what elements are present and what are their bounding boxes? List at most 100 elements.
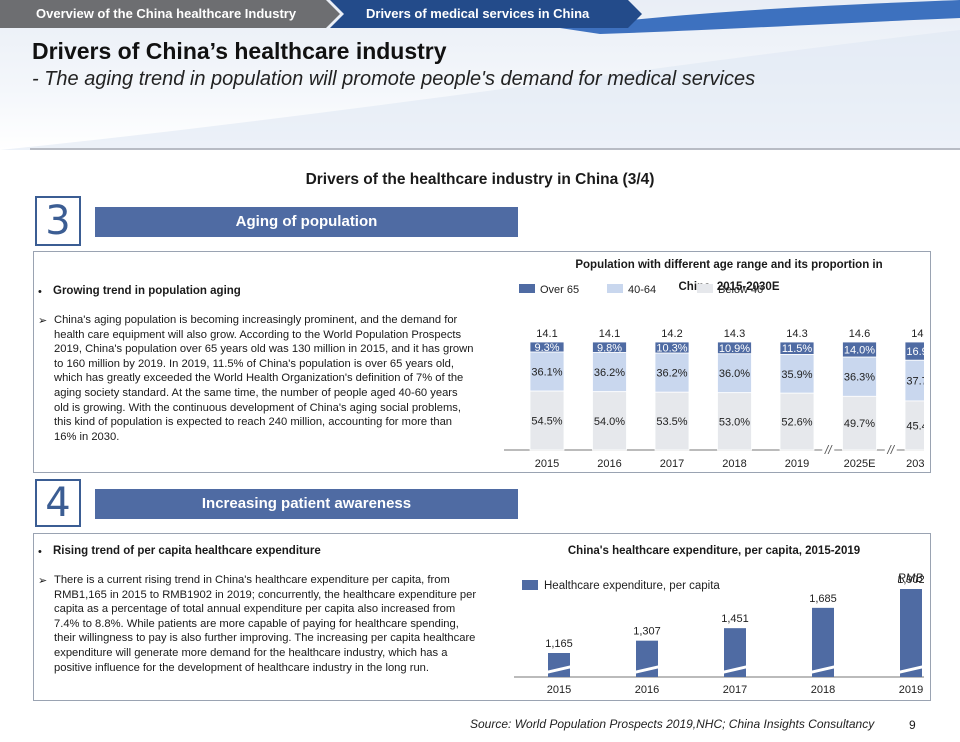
population-bar-40-64 [529, 351, 565, 392]
bullet-heading-aging: Growing trend in population aging [53, 285, 241, 297]
section-number-4: 4 [35, 479, 81, 527]
population-value-label-over-65: 9.3% [534, 342, 559, 354]
section-title: Drivers of the healthcare industry in Ch… [305, 171, 655, 188]
population-total-label: 14.6 [849, 328, 870, 340]
population-value-label-40-64: 37.7% [906, 376, 924, 388]
population-bar-below-40 [904, 400, 924, 451]
population-total-label: 14.1 [536, 328, 557, 340]
legend-label-below-40: Below 40 [718, 284, 763, 296]
bullet-heading-expenditure: Rising trend of per capita healthcare ex… [53, 545, 321, 557]
population-bar-below-40 [779, 392, 815, 451]
axis-break-mark: // [824, 443, 833, 457]
page-title: Drivers of China’s healthcare industry [32, 38, 447, 64]
panel-aging: • Growing trend in population aging ➢ Ch… [33, 251, 931, 473]
expenditure-axis-break [546, 665, 572, 674]
axis-break-mark: // [886, 443, 895, 457]
expenditure-chart: Healthcare expenditure, per capita RMB 1,1… [514, 573, 924, 696]
population-category-label: 2025E [844, 458, 876, 470]
expenditure-chart-title: China's healthcare expenditure, per capi… [567, 545, 861, 557]
population-bar-40-64 [717, 353, 752, 394]
axis-break-gap [822, 444, 835, 456]
legend-label-expenditure: Healthcare expenditure, per capita [544, 580, 720, 592]
expenditure-category-label: 2018 [811, 684, 835, 696]
population-bar-40-64 [779, 354, 815, 394]
population-category-label: 2030E [906, 458, 924, 470]
banner-patient-awareness: Increasing patient awareness [95, 489, 518, 519]
population-value-label-over-65: 14.0% [844, 345, 875, 357]
population-value-label-below-40: 54.0% [594, 416, 625, 428]
arrow-bullet-icon: ➢ [38, 575, 48, 587]
expenditure-category-label: 2019 [899, 684, 923, 696]
expenditure-category-label: 2015 [547, 684, 571, 696]
expenditure-bar [548, 653, 570, 677]
axis-break-gap [884, 444, 897, 456]
population-bar-below-40 [654, 391, 690, 451]
population-bar-below-40 [842, 395, 877, 451]
population-value-label-below-40: 53.0% [719, 416, 750, 428]
bullet-dot: • [38, 546, 42, 558]
unit-label: RMB [897, 573, 923, 585]
legend-swatch-expenditure [522, 580, 538, 590]
expenditure-bar [812, 607, 834, 677]
population-bar-40-64 [592, 352, 627, 393]
population-total-label: 14.3 [786, 328, 807, 340]
population-bar-40-64 [842, 356, 877, 397]
expenditure-bar [724, 628, 746, 677]
population-value-label-below-40: 52.6% [781, 417, 812, 429]
population-value-label-below-40: 45.4% [906, 420, 924, 432]
legend-label-over-65: Over 65 [540, 284, 579, 296]
population-chart-title-1: Population with different age range and … [575, 259, 883, 271]
page-number: 9 [909, 718, 916, 732]
population-value-label-below-40: 53.5% [656, 416, 687, 428]
population-value-label-below-40: 54.5% [531, 416, 562, 428]
population-total-label: 14.6 [911, 328, 924, 340]
section-number-3: 3 [35, 196, 81, 246]
population-category-label: 2015 [535, 458, 559, 470]
population-value-label-below-40: 49.7% [844, 418, 875, 430]
legend-swatch-over-65 [519, 284, 535, 293]
header-divider [30, 148, 960, 150]
population-value-label-over-65: 11.5% [782, 343, 813, 355]
expenditure-axis-break [898, 665, 924, 674]
expenditure-axis-break [722, 665, 748, 674]
expenditure-axis-break [810, 665, 836, 674]
population-category-label: 2016 [597, 458, 621, 470]
population-value-label-40-64: 36.0% [719, 368, 750, 380]
population-total-label: 14.2 [661, 328, 682, 340]
expenditure-category-label: 2016 [635, 684, 659, 696]
population-category-label: 2019 [785, 458, 809, 470]
population-bar-below-40 [529, 390, 565, 451]
population-value-label-over-65: 16.9% [906, 346, 924, 358]
panel-awareness: • Rising trend of per capita healthcare … [33, 533, 931, 701]
arrow-bullet-icon: ➢ [38, 315, 48, 327]
population-bar-40-64 [654, 352, 690, 393]
expenditure-value-label: 1,685 [809, 593, 837, 605]
population-value-label-over-65: 10.3% [656, 343, 687, 355]
population-value-label-over-65: 10.9% [719, 343, 750, 355]
population-chart: Over 65 40-64 Below 40 14.1 9.3% 36.1% 54.5% 20… [504, 284, 924, 470]
banner-aging-of-population: Aging of population [95, 207, 518, 237]
population-total-label: 14.1 [599, 328, 620, 340]
population-value-label-40-64: 36.2% [594, 367, 625, 379]
expenditure-value-label: 1,902 [897, 574, 924, 586]
page-subtitle: - The aging trend in population will pro… [32, 68, 756, 90]
population-value-label-40-64: 35.9% [781, 369, 812, 381]
legend-swatch-below-40 [697, 284, 713, 293]
legend-swatch-40-64 [607, 284, 623, 293]
source-note: Source: World Population Prospects 2019,… [470, 717, 875, 731]
expenditure-value-label: 1,451 [721, 613, 749, 625]
population-value-label-40-64: 36.1% [531, 367, 562, 379]
breadcrumb-drivers[interactable]: Drivers of medical services in China [330, 0, 642, 28]
header-swoosh [0, 0, 960, 150]
expenditure-body-text: There is a current rising trend in China… [54, 574, 477, 674]
breadcrumb-overview[interactable]: Overview of the China healthcare Industr… [0, 0, 340, 28]
population-category-label: 2018 [722, 458, 746, 470]
population-value-label-over-65: 9.8% [597, 342, 622, 354]
population-bar-below-40 [717, 392, 752, 451]
population-value-label-40-64: 36.3% [844, 372, 875, 384]
expenditure-value-label: 1,307 [633, 626, 661, 638]
population-category-label: 2017 [660, 458, 684, 470]
expenditure-value-label: 1,165 [545, 638, 573, 650]
bullet-dot: • [38, 286, 42, 298]
population-total-label: 14.3 [724, 328, 745, 340]
